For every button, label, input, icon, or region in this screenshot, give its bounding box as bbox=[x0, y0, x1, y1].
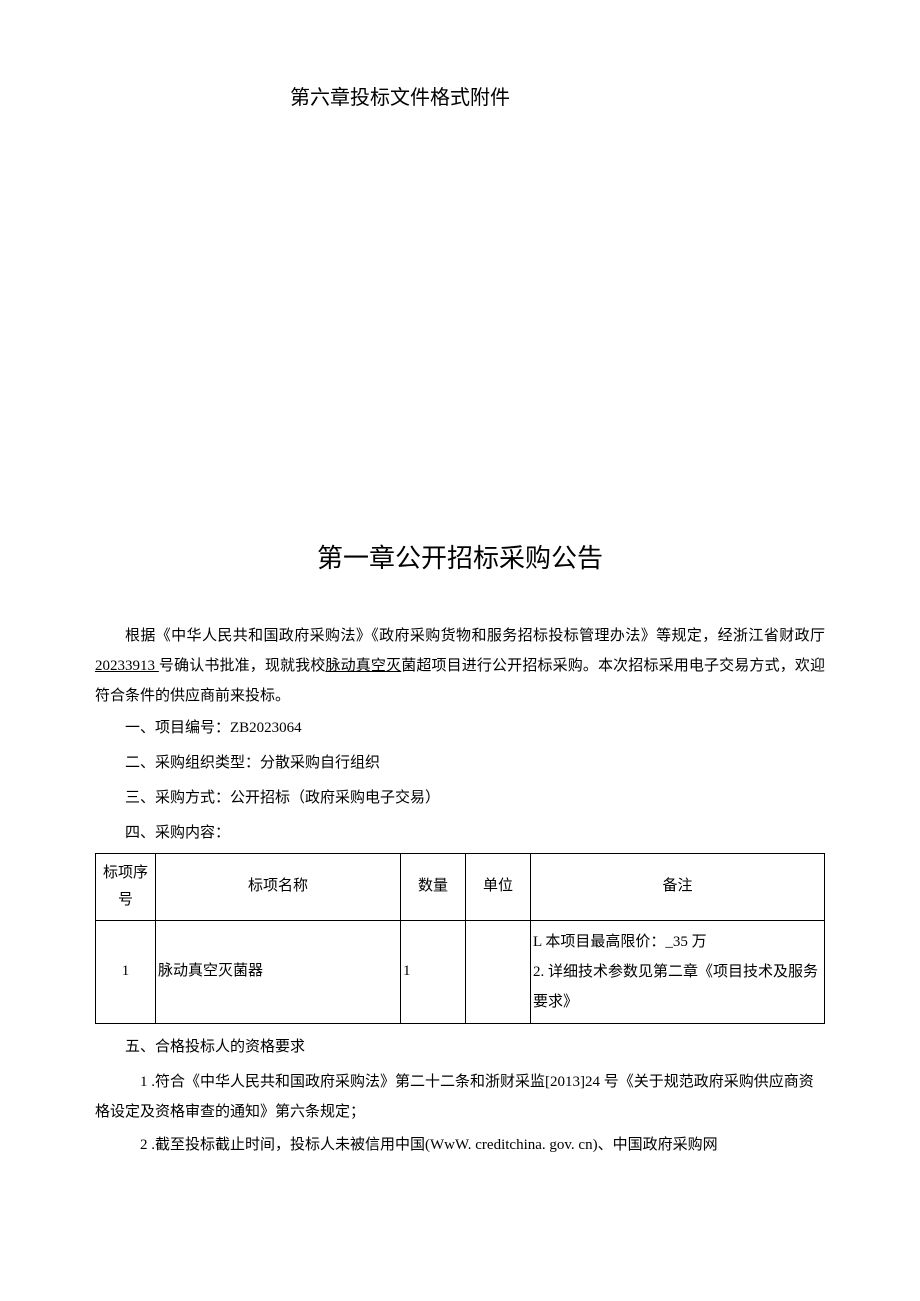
item3-text: 三、采购方式：公开招标（政府采购电子交易） bbox=[125, 790, 440, 806]
intro-underline-1: 20233913 bbox=[95, 658, 159, 674]
intro-paragraph: 根据《中华人民共和国政府采购法》《政府采购货物和服务招标投标管理办法》等规定，经… bbox=[95, 621, 825, 711]
procurement-table: 标项序号 标项名称 数量 单位 备注 1 脉动真空灭菌器 1 L 本项目最高限价… bbox=[95, 853, 825, 1024]
intro-text-1: 根据《中华人民共和国政府采购法》《政府采购货物和服务招标投标管理办法》等规定，经… bbox=[125, 628, 825, 644]
list-item-4: 四、采购内容： bbox=[95, 818, 825, 848]
list-item-1: 一、项目编号：ZB2023064 bbox=[95, 713, 825, 743]
th-qty: 数量 bbox=[401, 853, 466, 920]
sub2-text: 2 .截至投标截止时间，投标人未被信用中国(WwW. creditchina. … bbox=[140, 1137, 718, 1153]
table-header-row: 标项序号 标项名称 数量 单位 备注 bbox=[96, 853, 825, 920]
chapter-title: 第一章公开招标采购公告 bbox=[95, 536, 825, 583]
item1-text: 一、项目编号：ZB2023064 bbox=[125, 720, 302, 736]
sub1-text: 1 .符合《中华人民共和国政府采购法》第二十二条和浙财采监[2013]24 号《… bbox=[95, 1074, 814, 1120]
chapter-title-text: 第一章公开招标采购公告 bbox=[317, 544, 603, 573]
list-item-2: 二、采购组织类型：分散采购自行组织 bbox=[95, 748, 825, 778]
td-seq: 1 bbox=[96, 920, 156, 1023]
item5-text: 五、合格投标人的资格要求 bbox=[125, 1039, 305, 1055]
th-remark: 备注 bbox=[531, 853, 825, 920]
intro-underline-2: 脉动真空灭 bbox=[325, 658, 401, 674]
intro-text-2: 号确认书批准，现就我校 bbox=[159, 658, 326, 674]
remark-line-1: L 本项目最高限价：_35 万 bbox=[533, 927, 822, 957]
th-unit: 单位 bbox=[466, 853, 531, 920]
header-title-text: 第六章投标文件格式附件 bbox=[290, 87, 510, 109]
list-item-3: 三、采购方式：公开招标（政府采购电子交易） bbox=[95, 783, 825, 813]
td-unit bbox=[466, 920, 531, 1023]
sub-item-1: 1 .符合《中华人民共和国政府采购法》第二十二条和浙财采监[2013]24 号《… bbox=[95, 1067, 825, 1127]
remark-line-2: 2. 详细技术参数见第二章《项目技术及服务要求》 bbox=[533, 957, 822, 1017]
list-item-5: 五、合格投标人的资格要求 bbox=[95, 1032, 825, 1062]
table-row: 1 脉动真空灭菌器 1 L 本项目最高限价：_35 万 2. 详细技术参数见第二… bbox=[96, 920, 825, 1023]
document-header-title: 第六章投标文件格式附件 bbox=[0, 80, 825, 116]
td-qty: 1 bbox=[401, 920, 466, 1023]
th-seq: 标项序号 bbox=[96, 853, 156, 920]
th-name: 标项名称 bbox=[156, 853, 401, 920]
sub-item-2: 2 .截至投标截止时间，投标人未被信用中国(WwW. creditchina. … bbox=[95, 1130, 825, 1160]
item4-text: 四、采购内容： bbox=[125, 825, 230, 841]
td-name: 脉动真空灭菌器 bbox=[156, 920, 401, 1023]
item2-text: 二、采购组织类型：分散采购自行组织 bbox=[125, 755, 380, 771]
td-remark: L 本项目最高限价：_35 万 2. 详细技术参数见第二章《项目技术及服务要求》 bbox=[531, 920, 825, 1023]
